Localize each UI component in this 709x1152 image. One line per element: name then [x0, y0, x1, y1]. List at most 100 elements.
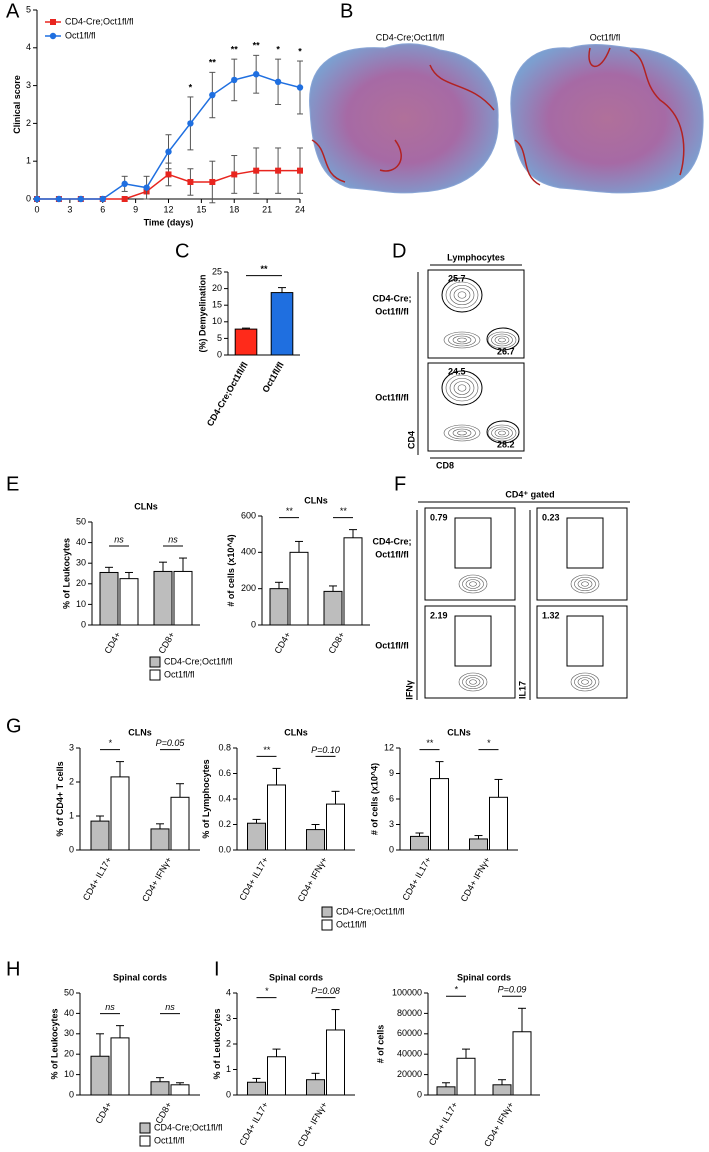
- y-tick-label: 4: [26, 42, 31, 52]
- gate-value: 2.19: [430, 610, 448, 620]
- contour: [449, 284, 475, 306]
- legend-label: Oct1fl/fl: [164, 669, 195, 679]
- y-tick-label: 25: [212, 266, 222, 276]
- x-tick-label: CD4+ IFNγ+: [296, 1100, 330, 1148]
- marker: [252, 71, 260, 78]
- x-tick-label: CD4+ IL17+: [400, 855, 433, 902]
- legend-label: Oct1fl/fl: [336, 919, 367, 929]
- y-tick-label: 2: [226, 1038, 231, 1048]
- x-tick-label: 9: [133, 204, 138, 214]
- bar: [306, 829, 325, 851]
- y-tick-label: 15: [212, 300, 222, 310]
- bar: [150, 828, 170, 851]
- y-tick-label: 20: [76, 578, 86, 588]
- y-tick-label: 5: [217, 333, 222, 343]
- y-tick-label: 0.4: [218, 793, 231, 803]
- significance: **: [263, 745, 271, 755]
- gate-value: 25.7: [448, 273, 466, 283]
- bar: [90, 1055, 110, 1096]
- y-tick-label: 2: [26, 118, 31, 128]
- x-axis-label: Time (days): [144, 217, 194, 227]
- legend-swatch: [139, 1135, 151, 1147]
- contour: [577, 579, 593, 589]
- y-tick-label: 40: [76, 537, 86, 547]
- bar: [512, 1031, 532, 1096]
- bar: [326, 803, 345, 851]
- marker: [231, 76, 238, 84]
- y-tick-label: 2: [69, 776, 74, 786]
- y-axis-label: % of Lymphocytes: [201, 759, 211, 838]
- marker: [77, 195, 85, 203]
- significance: ns: [105, 1002, 115, 1012]
- gate-value: 28.2: [497, 439, 515, 449]
- contour: [574, 576, 596, 592]
- bar: [323, 590, 343, 626]
- significance: **: [285, 506, 293, 516]
- contour: [453, 288, 471, 302]
- chart-title: Spinal cords: [457, 972, 511, 982]
- y-tick-label: 10: [64, 1069, 74, 1079]
- bar: [267, 784, 286, 851]
- bar: [99, 571, 119, 626]
- significance: P=0.10: [311, 745, 340, 755]
- contour: [448, 426, 476, 440]
- bar: [430, 778, 449, 851]
- contour: [465, 677, 481, 687]
- x-tick-label: CD8+: [156, 630, 176, 655]
- y-tick-label: 0: [69, 844, 74, 854]
- marker: [297, 167, 303, 174]
- chart-title: Spinal cords: [113, 972, 167, 982]
- y-tick-label: 10: [212, 316, 222, 326]
- axis-label: CD8: [436, 460, 454, 470]
- significance: ns: [165, 1002, 175, 1012]
- y-tick-label: 50: [64, 987, 74, 997]
- y-tick-label: 100000: [392, 987, 422, 997]
- legend-swatch: [139, 1122, 151, 1134]
- y-tick-label: 0.0: [218, 844, 231, 854]
- legend-label: Oct1fl/fl: [154, 1135, 185, 1145]
- y-tick-label: 0.6: [218, 768, 231, 778]
- flow-plot: [427, 269, 525, 359]
- bar: [110, 776, 130, 851]
- y-tick-label: 0: [226, 1089, 231, 1099]
- y-tick-label: 60000: [397, 1028, 422, 1038]
- x-tick-label: CD4+ IFNγ+: [459, 855, 493, 903]
- bar: [289, 551, 309, 626]
- legend-label: CD4-Cre;Oct1fl/fl: [154, 1122, 223, 1132]
- gate: [486, 420, 520, 444]
- panel-letter: H: [6, 958, 20, 980]
- chart-title: CLNs: [447, 727, 471, 737]
- y-tick-label: 1: [226, 1064, 231, 1074]
- y-tick-label: 20000: [397, 1069, 422, 1079]
- y-tick-label: 20: [212, 283, 222, 293]
- contour: [457, 337, 467, 343]
- contour: [452, 428, 472, 438]
- bar: [326, 1029, 345, 1096]
- marker: [99, 195, 106, 203]
- y-tick-label: 5: [26, 4, 31, 14]
- bar: [492, 1084, 512, 1096]
- significance: *: [108, 738, 112, 748]
- y-axis-label: # of cells: [375, 1025, 385, 1064]
- gate: [486, 327, 520, 351]
- gate-value: 0.23: [542, 512, 560, 522]
- gate-value: 24.5: [448, 366, 466, 376]
- bar: [119, 578, 139, 626]
- row-label: CD4-Cre;: [372, 536, 411, 546]
- contour: [574, 674, 596, 690]
- axis-label: IFNγ: [404, 680, 414, 700]
- y-axis-label: # of cells (x10^4): [226, 534, 236, 606]
- contour: [443, 424, 481, 442]
- marker: [121, 180, 128, 188]
- marker: [121, 196, 128, 202]
- legend-swatch: [321, 906, 333, 918]
- y-tick-label: 9: [389, 768, 394, 778]
- contour: [498, 430, 506, 436]
- plot-header: CD4⁺ gated: [505, 489, 554, 499]
- y-axis-label: % of CD4+ T cells: [55, 761, 65, 836]
- contour: [449, 377, 475, 399]
- panel-letter: C: [175, 240, 189, 262]
- x-tick-label: CD4+ IFNγ+: [482, 1100, 516, 1148]
- contour: [487, 424, 517, 442]
